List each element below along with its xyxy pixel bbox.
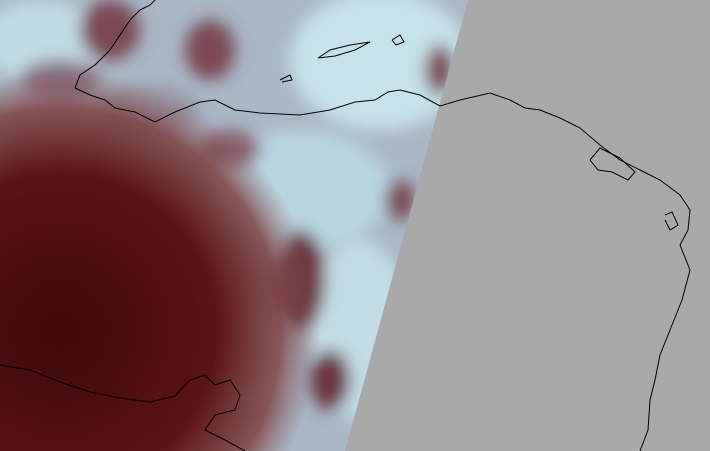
coastline-bay-east	[589, 147, 636, 181]
coastline-inlet	[664, 211, 679, 231]
coastline-island-1	[317, 41, 371, 59]
coastline-island-3	[279, 74, 293, 83]
coastline-island-2	[391, 34, 405, 46]
coastline-peninsula	[74, 0, 156, 89]
coastline-south	[0, 364, 246, 451]
coastline-north	[74, 87, 691, 451]
